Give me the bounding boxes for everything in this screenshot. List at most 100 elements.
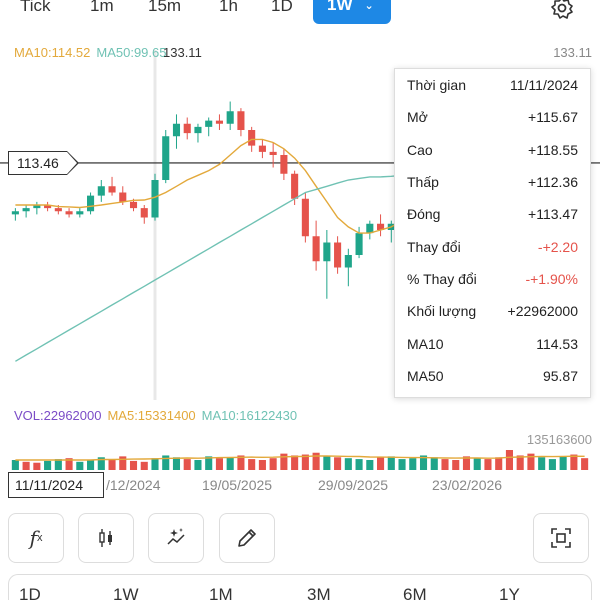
range-tab-3m[interactable]: 3M [307,585,331,600]
tooltip-value: +112.36 [528,174,578,191]
volume-bar [505,450,513,470]
candle-body [22,208,30,212]
volume-bar [441,459,449,470]
tooltip-label: Cao [407,141,433,158]
tooltip-label: Đóng [407,206,441,223]
volume-bar [22,461,30,470]
candle-tooltip: Thời gian 11/11/2024 Mở +115.67 Cao +118.55 Th… [394,68,591,398]
candle-body [183,123,191,134]
volume-bar [119,456,127,470]
volume-legend: VOL:22962000 MA5:15331400 MA10:16122430 [14,408,297,423]
tf-1m[interactable]: 1m [90,0,114,15]
tooltip-value: +115.67 [528,109,578,126]
pencil-icon[interactable] [219,513,275,563]
candle-body [76,211,84,215]
volume-bar [387,456,395,470]
volume-bar [484,459,492,470]
range-tab-6m[interactable]: 6M [403,585,427,600]
candle-body [205,120,213,127]
candle-body [312,236,320,262]
tooltip-row: Đóng +113.47 [407,198,578,230]
range-tab-1w[interactable]: 1W [113,585,139,600]
volume-bar [527,453,535,470]
tooltip-value: +113.47 [528,206,578,223]
volume-bar [11,460,19,470]
candle-body [140,208,148,218]
range-tab-1m[interactable]: 1M [209,585,233,600]
range-tab-1d[interactable]: 1D [19,585,41,600]
tooltip-row: Thời gian 11/11/2024 [407,69,578,101]
candle-body [344,255,352,268]
volume-bar [280,453,288,470]
candle-body [129,201,138,209]
tooltip-label: Thời gian [407,77,466,94]
gear-icon[interactable] [550,0,574,20]
candle-body [355,233,363,255]
tf-1d[interactable]: 1D [271,0,293,15]
fullscreen-icon[interactable] [533,513,589,563]
candle-body [194,126,202,134]
candle-body [119,192,127,202]
volume-bar [334,457,342,470]
volume-bar [140,461,148,470]
candle-body [269,151,277,155]
x-label: 19/05/2025 [202,477,273,493]
candle-body [237,111,245,130]
volume-bar [172,457,181,470]
volume-bar [76,461,84,470]
tooltip-label: Thay đổi [407,238,461,255]
vol-ma10-legend: MA10:16122430 [201,408,298,423]
tf-1w-label: 1W [327,0,353,14]
tooltip-row: Thay đổi -+2.20 [407,230,578,262]
volume-bar [398,459,406,470]
volume-bar [269,458,277,470]
candle-body [172,123,181,137]
axis-top-price: 133.11 [553,45,592,60]
tooltip-value: 11/11/2024 [510,77,578,94]
timeframe-bar: Tick 1m 15m 1h 1D 1W ⌄ [0,0,600,24]
candle-body [377,223,385,230]
volume-bar [183,459,191,470]
price-chart[interactable] [0,30,600,500]
tf-1h[interactable]: 1h [219,0,238,15]
candle-body [87,195,95,212]
tf-1w-active[interactable]: 1W ⌄ [313,0,391,24]
candlestick-icon[interactable] [78,513,134,563]
volume-bar [108,459,116,470]
x-label: /12/2024 [106,477,161,493]
volume-bar [215,458,223,470]
tf-tick[interactable]: Tick [20,0,51,15]
volume-bar [258,460,266,470]
candle-body [323,242,331,262]
volume-bar [473,458,481,470]
volume-bar [462,456,471,470]
volume-bar [194,460,202,470]
candle-body [65,211,73,215]
volume-bar [419,455,428,470]
tooltip-label: % Thay đổi [407,270,477,287]
volume-bar [366,460,374,470]
x-label: 23/02/2026 [432,477,503,493]
tooltip-label: Khối lượng [407,303,477,320]
candle-body [97,186,105,196]
volume-max-label: 135163600 [526,432,592,447]
range-tab-1y[interactable]: 1Y [499,585,520,600]
tooltip-label: Thấp [407,174,439,191]
volume-bar [559,456,567,470]
tooltip-row: % Thay đổi -+1.90% [407,263,578,295]
volume-bar [312,452,320,470]
tf-15m[interactable]: 15m [148,0,182,15]
candle-body [215,120,223,124]
volume-bar [409,458,417,470]
volume-bar [570,454,578,470]
tooltip-row: Mở +115.67 [407,101,578,133]
sparkle-chart-icon[interactable] [148,513,204,563]
tooltip-row: Cao +118.55 [407,134,578,166]
candle-body [301,198,309,237]
tooltip-value: 95.87 [542,367,578,384]
selected-date-tag: 11/11/2024 [8,472,104,498]
tooltip-label: MA10 [407,335,444,352]
volume-bar [323,456,331,470]
volume-bar [87,460,95,470]
